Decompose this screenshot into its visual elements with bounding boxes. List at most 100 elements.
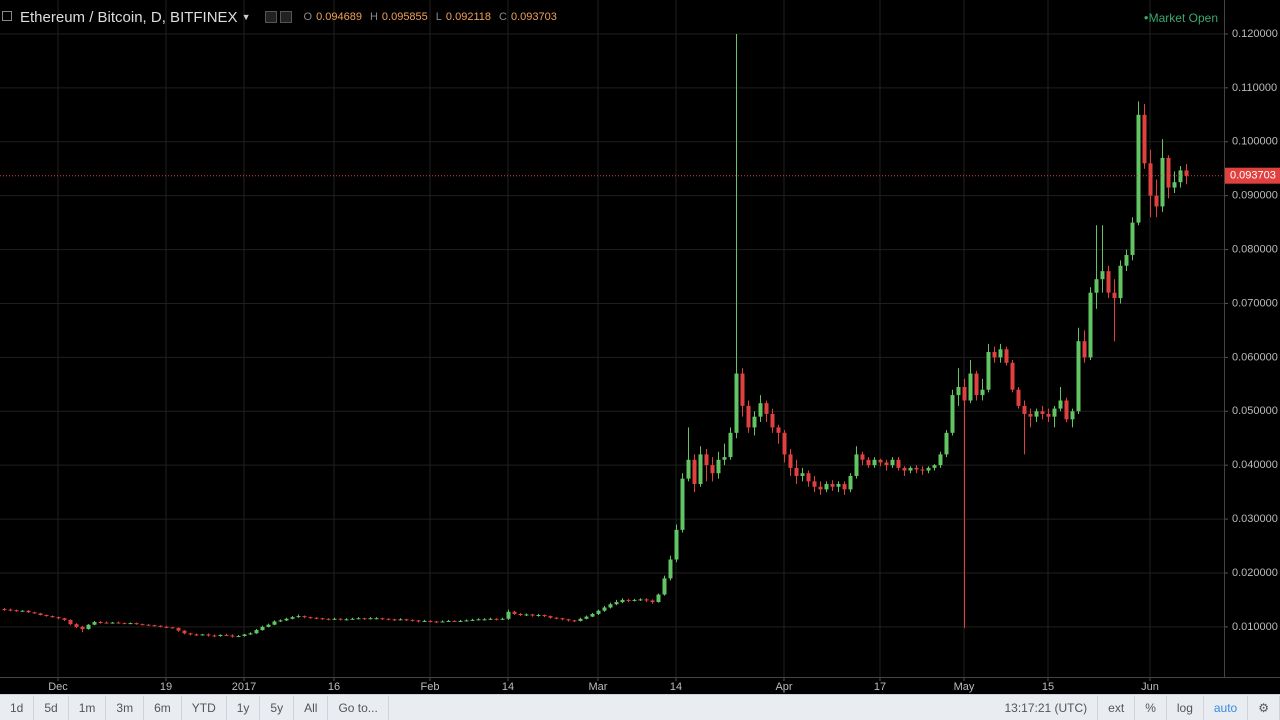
- candle-body: [440, 621, 445, 623]
- candle-body: [638, 599, 643, 601]
- settings-button[interactable]: ⚙: [1248, 695, 1280, 720]
- candle-body: [14, 610, 19, 612]
- y-tick-label: 0.120000: [1232, 28, 1278, 40]
- range-button[interactable]: 3m: [106, 695, 145, 720]
- candle-body: [842, 484, 847, 490]
- candle-body: [1052, 408, 1057, 417]
- candle-body: [1160, 157, 1165, 207]
- candle-body: [728, 432, 733, 458]
- candle-body: [860, 454, 865, 460]
- candle-body: [50, 616, 55, 618]
- range-button[interactable]: 5d: [34, 695, 69, 720]
- candle-body: [1028, 413, 1033, 417]
- settings-icon[interactable]: [264, 11, 277, 23]
- option-button[interactable]: ext: [1098, 695, 1136, 720]
- candle-body: [920, 469, 925, 471]
- candle-body: [1040, 411, 1045, 414]
- candle-body: [320, 618, 325, 620]
- x-tick-label: 2017: [232, 681, 256, 693]
- candle-body: [758, 403, 763, 417]
- range-button[interactable]: 6m: [144, 695, 182, 720]
- candle-body: [950, 395, 955, 433]
- candle-body: [188, 633, 193, 635]
- candle-body: [1148, 163, 1153, 196]
- goto-button[interactable]: Go to...: [328, 695, 389, 720]
- candle-body: [74, 624, 79, 627]
- candle-body: [254, 630, 259, 634]
- candle-body: [752, 416, 757, 428]
- x-tick-label: 19: [160, 681, 172, 693]
- range-button[interactable]: 1d: [0, 695, 35, 720]
- candle-body: [386, 618, 391, 620]
- y-tick-label: 0.110000: [1232, 82, 1277, 94]
- bottom-toolbar: 1d 5d 1m 3m 6m YTD 1y 5y All Go to... 13:17:21 (UT…: [0, 694, 1280, 720]
- candle-body: [968, 373, 973, 401]
- range-button[interactable]: 5y: [260, 695, 295, 720]
- candle-body: [134, 623, 139, 625]
- candle-body: [872, 459, 877, 466]
- x-tick-label: May: [954, 681, 975, 693]
- candle-body: [692, 459, 697, 485]
- candle-body: [884, 462, 889, 466]
- candle-body: [1142, 114, 1147, 164]
- candle-body: [542, 615, 547, 617]
- candle-body: [1004, 349, 1009, 363]
- x-tick-label: Mar: [589, 681, 608, 693]
- candle-body: [212, 635, 217, 637]
- option-button[interactable]: auto: [1204, 695, 1249, 720]
- candle-body: [62, 618, 67, 620]
- ohlc-value: 0.095855: [381, 11, 428, 23]
- range-button[interactable]: 1m: [69, 695, 107, 720]
- candle-body: [650, 600, 655, 603]
- candle-body: [368, 618, 373, 620]
- candle-body: [1046, 413, 1051, 417]
- candle-body: [326, 618, 331, 620]
- candle-body: [1124, 254, 1129, 266]
- candle-body: [1076, 341, 1081, 412]
- candle-body: [878, 459, 883, 463]
- option-button[interactable]: log: [1167, 695, 1204, 720]
- candle-body: [848, 475, 853, 490]
- candle-body: [668, 559, 673, 579]
- candle-body: [446, 620, 451, 622]
- candle-body: [32, 612, 37, 614]
- candle-body: [1118, 265, 1123, 299]
- candle-body: [812, 481, 817, 487]
- collapse-button[interactable]: [2, 11, 12, 21]
- candle-body: [584, 616, 589, 619]
- candle-body: [230, 635, 235, 637]
- y-tick-label: 0.070000: [1232, 297, 1278, 309]
- candle-body: [764, 403, 769, 414]
- candle-body: [536, 615, 541, 617]
- settings-icon[interactable]: [279, 11, 292, 23]
- candle-body: [80, 626, 85, 630]
- candle-body: [1178, 170, 1183, 183]
- y-tick-label: 0.090000: [1232, 190, 1278, 202]
- candle-body: [782, 432, 787, 455]
- y-tick-label: 0.060000: [1232, 351, 1278, 363]
- candle-body: [128, 623, 133, 625]
- candle-body: [86, 624, 91, 630]
- range-button[interactable]: 1y: [227, 695, 261, 720]
- candle-body: [38, 613, 43, 616]
- option-button[interactable]: %: [1135, 695, 1167, 720]
- candle-body: [164, 626, 169, 628]
- range-button[interactable]: All: [294, 695, 329, 720]
- candle-body: [908, 467, 913, 471]
- ohlc-label: C: [499, 11, 507, 23]
- candle-body: [122, 623, 127, 625]
- candle-body: [1064, 400, 1069, 420]
- symbol-menu-arrow[interactable]: ▼: [241, 12, 251, 22]
- x-tick-label: 14: [502, 681, 514, 693]
- range-button[interactable]: YTD: [182, 695, 227, 720]
- x-tick-label: Dec: [48, 681, 68, 693]
- candle-body: [524, 614, 529, 616]
- candle-body: [548, 616, 553, 618]
- candle-body: [272, 621, 277, 625]
- candle-body: [914, 467, 919, 470]
- candle-body: [632, 599, 637, 601]
- ohlc-label: O: [303, 11, 313, 23]
- candle-body: [962, 387, 967, 401]
- candle-body: [1070, 411, 1075, 420]
- candle-body: [236, 636, 241, 638]
